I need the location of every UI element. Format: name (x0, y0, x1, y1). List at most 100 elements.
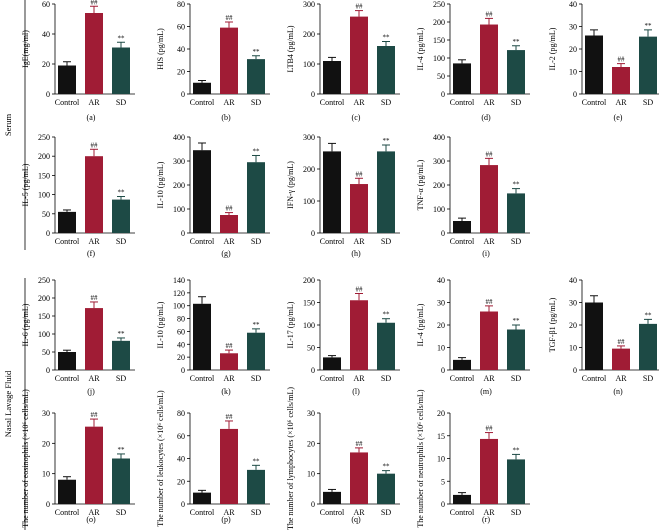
bar-ar (85, 156, 103, 233)
y-tick-label: 0 (46, 500, 50, 509)
panel-label: (l) (352, 387, 360, 396)
significance-mark: ## (91, 294, 99, 302)
y-tick-label: 150 (433, 36, 445, 45)
significance-mark: ## (356, 170, 364, 178)
significance-mark: ** (118, 34, 126, 42)
category-label: AR (223, 237, 235, 246)
category-label: SD (381, 374, 391, 383)
panel-l: 0 50 100 150 200 IL-17 (pg/mL) Control ## AR ** SD… (286, 276, 400, 396)
y-axis-label: IL-6 (pg/mL) (21, 303, 30, 346)
y-tick-label: 80 (177, 409, 185, 418)
y-tick-label: 20 (42, 439, 50, 448)
bar-control (58, 65, 76, 94)
bar-sd (639, 36, 657, 94)
panel-label: (q) (351, 515, 361, 524)
y-tick-label: 150 (303, 299, 315, 308)
serum-group-label: Serum (3, 0, 26, 250)
y-tick-label: 30 (42, 409, 50, 418)
bar-control (323, 357, 341, 370)
category-label: Control (582, 98, 607, 107)
y-axis-label: TNF-α (pg/mL) (416, 159, 425, 210)
y-tick-label: 20 (177, 353, 185, 362)
y-tick-label: 30 (569, 299, 577, 308)
y-tick-label: 100 (38, 330, 50, 339)
y-tick-label: 50 (437, 72, 445, 81)
category-label: Control (190, 98, 215, 107)
y-tick-label: 100 (433, 205, 445, 214)
category-label: SD (251, 237, 261, 246)
y-tick-label: 0 (441, 229, 445, 238)
category-label: AR (353, 508, 365, 517)
category-label: Control (55, 98, 80, 107)
bar-sd (507, 50, 525, 94)
panel-label: (a) (87, 113, 96, 122)
y-tick-label: 150 (38, 171, 50, 180)
category-label: SD (643, 374, 653, 383)
category-label: Control (55, 374, 80, 383)
panel-i: 0 100 200 300 400 TNF-α (pg/mL) Control ## AR ** S… (416, 133, 530, 258)
panel-label: (h) (351, 249, 361, 258)
bar-sd (377, 473, 395, 504)
y-tick-label: 50 (307, 344, 315, 353)
category-label: Control (190, 237, 215, 246)
bar-sd (377, 322, 395, 370)
y-tick-label: 400 (433, 133, 445, 142)
y-tick-label: 0 (181, 229, 185, 238)
y-tick-label: 20 (177, 477, 185, 486)
y-axis-label: IL-2 (pg/mL) (548, 27, 557, 70)
y-tick-label: 20 (307, 439, 315, 448)
bar-control (193, 303, 211, 370)
y-tick-label: 60 (177, 432, 185, 441)
bar-ar (350, 16, 368, 95)
y-tick-label: 200 (38, 152, 50, 161)
significance-mark: ** (383, 34, 391, 42)
y-axis-label: IL-5 (pg/mL) (21, 163, 30, 206)
y-axis-label: The number of lymphocytes (×10⁶ cells/mL… (286, 387, 295, 530)
significance-mark: ** (513, 38, 521, 46)
category-label: AR (615, 374, 627, 383)
y-tick-label: 20 (42, 60, 50, 69)
category-label: SD (643, 98, 653, 107)
bar-control (193, 150, 211, 233)
category-label: Control (55, 237, 80, 246)
significance-mark: ** (118, 189, 126, 197)
bar-ar (480, 438, 498, 504)
y-tick-label: 400 (173, 133, 185, 142)
significance-mark: ## (226, 342, 234, 350)
y-axis-label: The number of eosinophils (×10⁶ cells/mL… (21, 389, 30, 528)
y-tick-label: 50 (42, 348, 50, 357)
category-label: Control (450, 237, 475, 246)
y-tick-label: 20 (437, 409, 445, 418)
bar-control (585, 35, 603, 94)
y-tick-label: 15 (437, 432, 445, 441)
bar-ar (480, 165, 498, 233)
significance-mark: ** (253, 48, 261, 56)
category-label: AR (88, 237, 100, 246)
y-tick-label: 140 (173, 276, 185, 285)
bar-control (323, 61, 341, 94)
panel-label: (n) (613, 387, 623, 396)
significance-mark: ** (118, 446, 126, 454)
y-tick-label: 0 (441, 90, 445, 99)
panel-label: (m) (480, 387, 492, 396)
bar-ar (220, 428, 238, 504)
category-label: Control (320, 98, 345, 107)
y-axis-label: IL-10 (pg/mL) (156, 161, 165, 208)
y-tick-label: 30 (569, 23, 577, 32)
y-tick-label: 300 (173, 157, 185, 166)
category-label: AR (615, 98, 627, 107)
y-tick-label: 30 (307, 409, 315, 418)
significance-mark: ## (356, 3, 364, 11)
y-tick-label: 40 (437, 276, 445, 285)
category-label: AR (223, 374, 235, 383)
significance-mark: ## (618, 338, 626, 346)
panel-label: (i) (482, 249, 490, 258)
y-tick-label: 10 (437, 344, 445, 353)
y-tick-label: 50 (42, 210, 50, 219)
bar-ar (85, 308, 103, 370)
y-tick-label: 80 (177, 0, 185, 9)
category-label: Control (450, 508, 475, 517)
y-tick-label: 0 (311, 229, 315, 238)
category-label: SD (251, 508, 261, 517)
significance-mark: ** (383, 311, 391, 319)
